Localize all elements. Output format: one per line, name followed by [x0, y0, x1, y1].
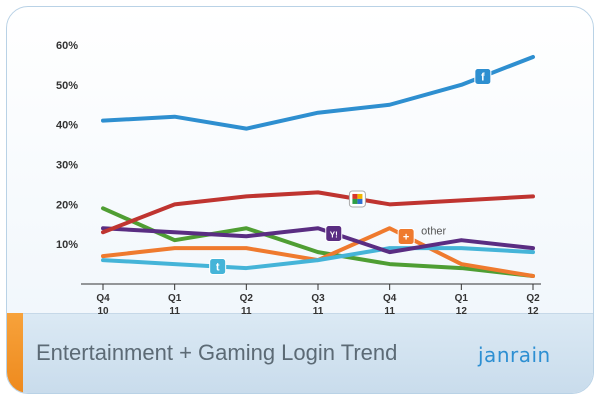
icon-badge [209, 257, 227, 275]
footer-bar [7, 313, 593, 393]
series-icons: f Y! t + other [209, 67, 492, 275]
x-tick-label: 11 [384, 306, 395, 317]
brand-logo: janrain [478, 343, 551, 367]
x-tick-label: Q1 [168, 293, 182, 304]
icon-glyph: + [403, 231, 409, 243]
series-line [101, 206, 535, 279]
x-tick-label: Q2 [526, 293, 540, 304]
yahoo-icon: Y! [325, 224, 343, 242]
y-tick-label: 50% [56, 80, 78, 92]
y-tick-label: 20% [56, 199, 78, 211]
series-line [101, 226, 535, 255]
x-tick-label: Q3 [311, 293, 325, 304]
icon-glyph: f [481, 71, 485, 83]
y-axis-labels: 10% 20% 30% 40% 50% 60% [56, 40, 78, 251]
x-tick-label: 11 [313, 306, 324, 317]
x-tick-label: 11 [241, 306, 252, 317]
icon-glyph [357, 193, 363, 199]
other-icon: + [397, 227, 415, 245]
icon-glyph: t [216, 261, 220, 273]
x-tick-label: 10 [97, 306, 109, 317]
icon-badge [474, 67, 492, 85]
y-tick-label: 10% [56, 239, 78, 251]
y-tick-label: 30% [56, 160, 78, 172]
x-tick-label: Q2 [240, 293, 254, 304]
x-tick-label: 12 [527, 306, 539, 317]
axes [81, 283, 541, 290]
icon-glyph [352, 198, 358, 204]
chart-title: Entertainment + Gaming Login Trend [36, 340, 398, 365]
x-tick-label: Q4 [96, 293, 110, 304]
other-label: other [421, 225, 446, 237]
series-line [101, 54, 535, 131]
facebook-icon: f [474, 67, 492, 85]
twitter-icon: t [209, 257, 227, 275]
y-tick-label: 60% [56, 40, 78, 52]
icon-glyph [357, 198, 363, 204]
x-tick-label: Q1 [455, 293, 469, 304]
x-axis-labels: Q4 10 Q1 11 Q2 11 Q3 11 Q4 11 Q1 12 Q2 12 [96, 293, 540, 317]
series-line [101, 190, 535, 235]
icon-glyph: Y! [330, 230, 338, 239]
icon-badge [397, 227, 415, 245]
y-tick-label: 40% [56, 120, 78, 132]
icon-badge [325, 224, 343, 242]
footer-accent [7, 313, 23, 393]
x-tick-label: 12 [456, 306, 468, 317]
series-line [101, 246, 535, 271]
icon-glyph [352, 193, 358, 199]
x-tick-label: 11 [169, 306, 180, 317]
x-tick-label: Q4 [383, 293, 397, 304]
google-icon [348, 190, 366, 208]
series-lines [101, 54, 535, 279]
